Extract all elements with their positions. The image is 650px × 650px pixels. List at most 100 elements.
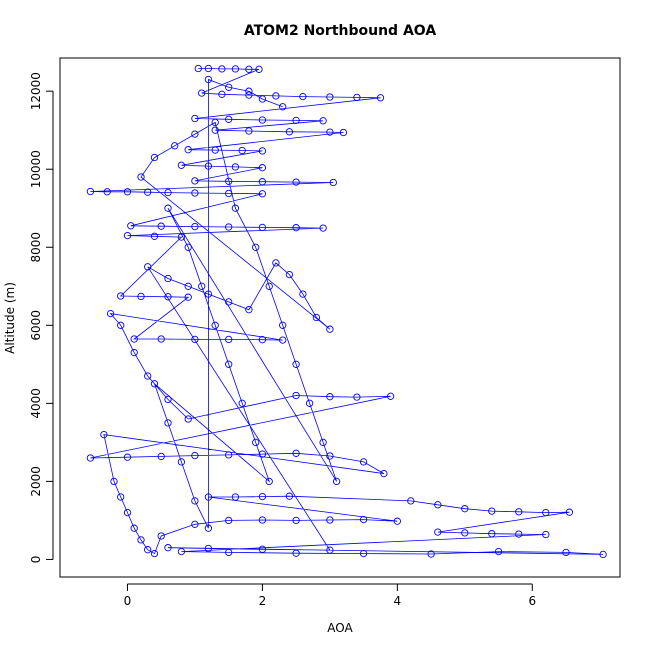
- data-point: [272, 92, 280, 100]
- data-point: [245, 127, 253, 135]
- data-point: [258, 147, 267, 155]
- data-point: [191, 520, 199, 528]
- data-point: [245, 306, 253, 314]
- data-point: [123, 231, 132, 240]
- data-point: [150, 232, 159, 240]
- data-point: [285, 492, 294, 500]
- data-point: [252, 438, 260, 447]
- data-point: [117, 292, 125, 300]
- data-point: [211, 118, 219, 127]
- data-point: [177, 458, 186, 466]
- data-point: [157, 335, 165, 343]
- data-point: [319, 224, 327, 232]
- data-point: [326, 546, 334, 554]
- data-point: [231, 163, 240, 171]
- data-point: [292, 391, 300, 400]
- data-point: [144, 546, 152, 554]
- data-point: [255, 65, 263, 73]
- data-point: [157, 532, 165, 540]
- data-point: [191, 130, 199, 138]
- data-point: [434, 501, 442, 509]
- data-point: [144, 263, 152, 271]
- data-point: [353, 93, 361, 102]
- data-point: [279, 336, 287, 344]
- data-point: [198, 282, 206, 290]
- data-point: [272, 259, 280, 267]
- data-point: [332, 477, 341, 486]
- data-point: [326, 452, 334, 460]
- y-tick-label: 0: [29, 556, 43, 564]
- data-point: [326, 393, 334, 401]
- data-point: [191, 114, 199, 123]
- data-point: [137, 536, 145, 544]
- data-point: [258, 164, 267, 172]
- y-tick-label: 4000: [29, 388, 43, 419]
- data-point: [191, 222, 199, 231]
- data-point: [103, 188, 111, 196]
- data-point: [326, 325, 334, 333]
- data-point: [258, 450, 267, 458]
- chart-title: ATOM2 Northbound AOA: [244, 23, 436, 39]
- data-point: [211, 126, 219, 134]
- data-point: [204, 544, 213, 553]
- y-tick-label: 12000: [29, 72, 43, 110]
- data-point: [299, 290, 307, 298]
- data-point: [191, 451, 199, 460]
- data-point: [211, 321, 219, 329]
- data-point: [231, 204, 240, 212]
- data-point: [191, 497, 199, 505]
- data-point: [171, 142, 179, 150]
- data-point: [292, 549, 300, 557]
- data-point: [150, 153, 159, 162]
- data-point: [565, 508, 574, 516]
- data-point: [130, 524, 138, 532]
- data-point: [150, 380, 159, 388]
- y-axis-label: Altitude (m): [3, 282, 17, 354]
- data-point: [144, 372, 152, 380]
- data-point: [380, 469, 388, 478]
- data-point: [305, 399, 314, 407]
- data-point: [204, 162, 213, 170]
- data-point: [157, 222, 165, 230]
- data-point: [461, 529, 469, 537]
- data-point: [191, 177, 199, 185]
- data-point: [218, 65, 226, 73]
- data-point: [265, 477, 273, 486]
- data-point: [184, 282, 192, 290]
- data-point: [292, 360, 300, 368]
- data-point: [353, 393, 361, 401]
- data-point: [515, 508, 523, 516]
- y-tick-label: 10000: [29, 150, 43, 188]
- data-point: [204, 493, 213, 501]
- data-point: [204, 290, 213, 298]
- data-point: [292, 516, 300, 525]
- data-point: [164, 188, 172, 197]
- data-point: [225, 516, 233, 525]
- data-point: [164, 419, 172, 427]
- data-point: [191, 189, 199, 197]
- data-point: [184, 243, 192, 251]
- data-point: [542, 508, 550, 517]
- data-point: [150, 549, 159, 558]
- data-point: [225, 177, 233, 185]
- data-point: [211, 146, 219, 154]
- data-point: [407, 497, 415, 505]
- data-point: [184, 146, 192, 154]
- data-point: [488, 507, 496, 515]
- data-point: [252, 243, 260, 251]
- data-point: [285, 128, 294, 136]
- data-point: [225, 298, 233, 306]
- data-point: [238, 399, 246, 407]
- data-point: [184, 415, 192, 423]
- data-point: [198, 89, 206, 97]
- data-point: [329, 178, 337, 187]
- x-tick-label: 2: [259, 594, 267, 608]
- data-point: [386, 392, 395, 400]
- data-point: [164, 274, 172, 283]
- data-point: [177, 161, 186, 169]
- data-point: [427, 550, 435, 558]
- x-tick-label: 4: [394, 594, 402, 608]
- data-point: [393, 517, 401, 525]
- data-point: [258, 116, 267, 124]
